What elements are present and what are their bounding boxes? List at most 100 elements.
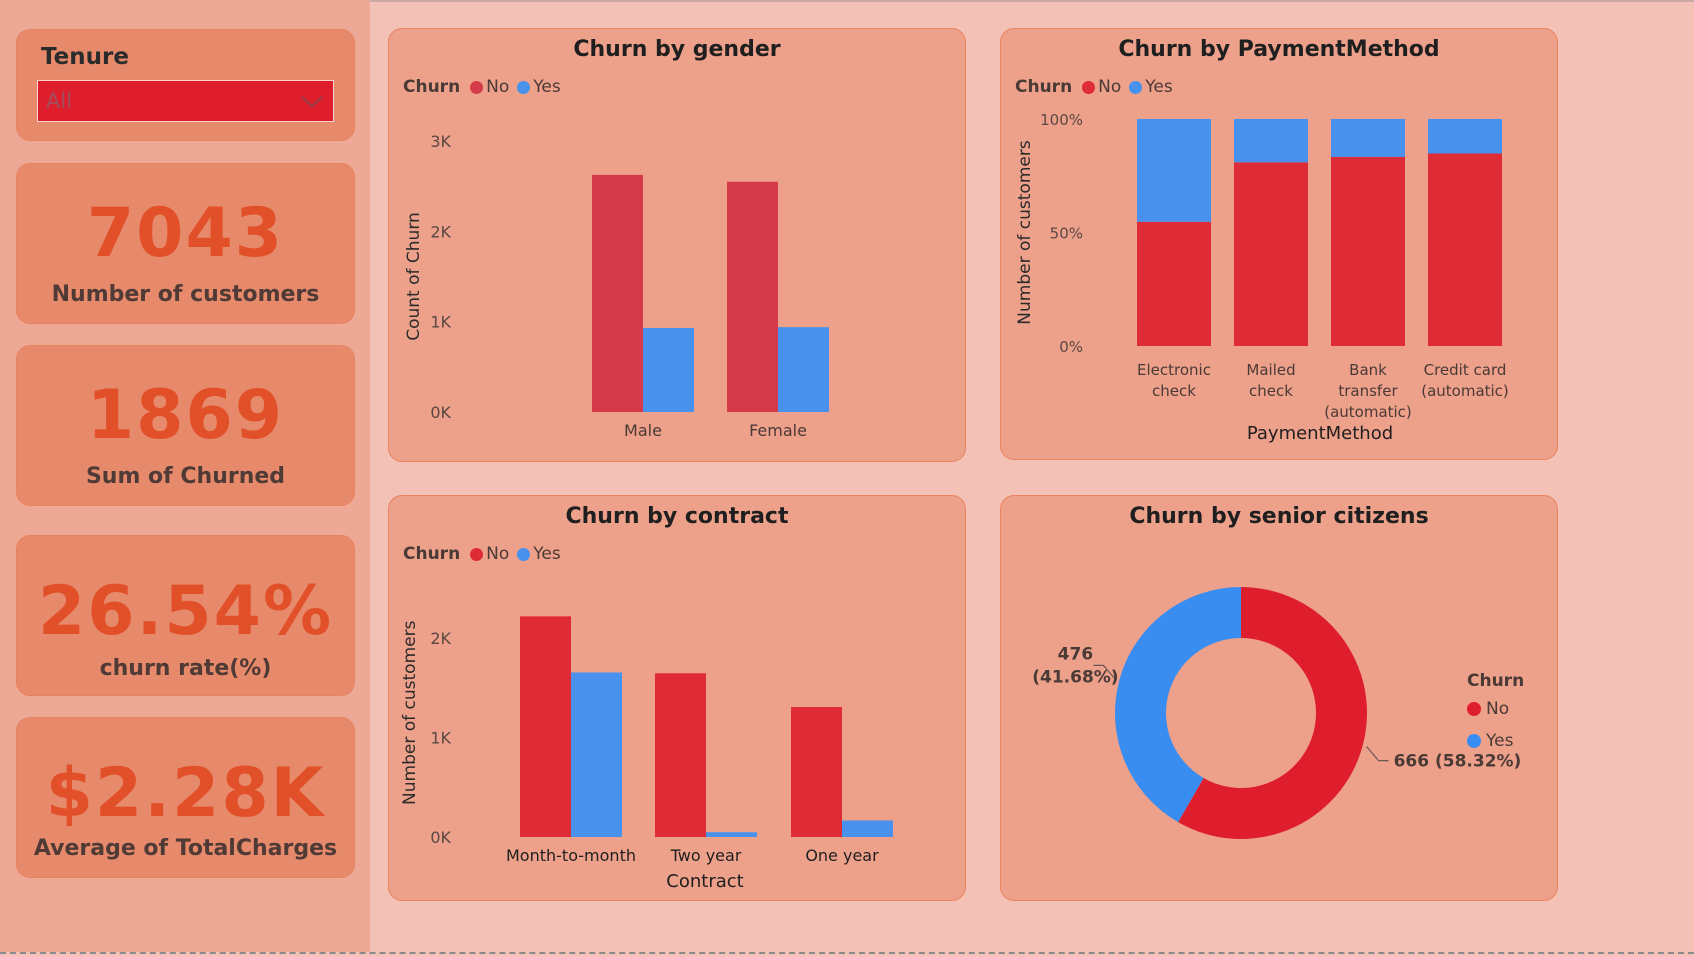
kpi-card-customers: 7043 Number of customers	[16, 163, 355, 324]
chart-panel-senior: Churn by senior citizens 666 (58.32%) 476…	[1000, 495, 1558, 901]
kpi-label: Sum of Churned	[85, 464, 286, 489]
kpi-card-churn-rate: 26.54% churn rate(%)	[16, 535, 355, 696]
tenure-slicer: Tenure All	[16, 29, 355, 141]
legend-item-yes[interactable]: Yes	[1129, 77, 1173, 97]
y-tick-label: 50%	[1050, 225, 1083, 243]
y-tick-label: 2K	[430, 629, 451, 648]
bar-yes-credit-card-automatic-	[1428, 119, 1502, 154]
chart-title: Churn by senior citizens	[1129, 504, 1429, 529]
kpi-card-avg-charges: $2.28K Average of TotalCharges	[16, 717, 355, 878]
legend-dot	[1082, 80, 1096, 94]
legend-label: Yes	[533, 77, 561, 97]
bar-no-credit-card-automatic-	[1428, 153, 1502, 346]
x-tick-label: Two year	[670, 846, 742, 865]
x-tick-label: Electronic	[1137, 361, 1211, 379]
legend-dot	[470, 80, 484, 94]
chart-legend: Churn No Yes	[403, 77, 569, 97]
bar-no-male	[592, 174, 643, 412]
chart-title: Churn by PaymentMethod	[1118, 37, 1440, 62]
y-tick-label: 0K	[430, 828, 451, 847]
x-tick-label: (automatic)	[1324, 403, 1412, 421]
x-tick-label: (automatic)	[1421, 382, 1509, 400]
kpi-label: Average of TotalCharges	[33, 836, 338, 861]
legend-label: No	[1486, 699, 1510, 719]
chart-panel-payment: Churn by PaymentMethod Churn No Yes 0% 50…	[1000, 28, 1558, 460]
chart-title: Churn by gender	[573, 37, 781, 62]
kpi-label: Number of customers	[51, 282, 320, 307]
bar-no-electronic-check	[1137, 221, 1211, 346]
y-tick-label: 1K	[430, 313, 451, 332]
chart-contract-plot: 0K 1K 2K Number of customers Month-to-month T…	[400, 616, 893, 892]
x-tick-label: check	[1152, 382, 1196, 400]
legend-label: No	[1098, 77, 1122, 97]
legend-dot	[1467, 702, 1481, 716]
y-tick-label: 1K	[430, 729, 451, 748]
y-axis-label: Number of customers	[400, 620, 420, 805]
page-bottom-rule	[0, 952, 1694, 954]
bar-yes-month-to-month	[571, 672, 622, 837]
bar-yes-electronic-check	[1137, 119, 1211, 222]
bar-yes-male	[643, 327, 694, 412]
y-axis-label: Count of Churn	[404, 212, 424, 341]
legend-dot	[517, 80, 531, 94]
x-tick-label: Male	[624, 421, 662, 440]
kpi-card-churned: 1869 Sum of Churned	[16, 345, 355, 506]
x-tick-label: check	[1249, 382, 1293, 400]
chart-legend: Churn No Yes	[1015, 77, 1181, 97]
chart-payment-plot: 0% 50% 100% Number of customers Electronic ch…	[1015, 111, 1509, 444]
legend-label: Yes	[1145, 77, 1173, 97]
chart-gender-plot: 0K 1K 2K 3K Count of Churn Male Female	[404, 132, 829, 440]
chart-panel-contract: Churn by contract Churn No Yes 0K 1K 2K Num…	[388, 495, 966, 901]
data-label: 476	[1058, 644, 1094, 664]
kpi-label: churn rate(%)	[99, 656, 272, 681]
kpi-value: 7043	[86, 194, 285, 273]
chart-legend: Churn No Yes	[403, 544, 569, 564]
kpi-value: 1869	[86, 376, 285, 455]
y-axis-label: Number of customers	[1015, 140, 1035, 325]
legend-title: Churn	[1467, 671, 1525, 691]
legend-item-yes[interactable]: Yes	[517, 77, 561, 97]
top-rule	[0, 0, 1694, 2]
legend-dot	[1129, 80, 1143, 94]
bar-no-female	[727, 181, 778, 412]
bar-no-two-year	[655, 673, 706, 837]
bar-yes-bank-transfer-automatic-	[1331, 119, 1405, 157]
donut-slice-yes	[1115, 587, 1241, 823]
legend-dot	[517, 547, 531, 561]
tenure-dropdown[interactable]: All	[37, 80, 334, 122]
chart-panel-gender: Churn by gender Churn No Yes 0K 1K 2K 3K Cou…	[388, 28, 966, 462]
legend-item-yes[interactable]: Yes	[1467, 731, 1524, 751]
donut-slice-no	[1178, 587, 1367, 839]
leader-line	[1366, 746, 1389, 762]
y-tick-label: 0K	[430, 403, 451, 422]
legend-item-no[interactable]: No	[470, 544, 509, 564]
legend-label: Yes	[533, 544, 561, 564]
legend-dot	[470, 547, 484, 561]
y-tick-label: 2K	[430, 222, 451, 241]
legend-title: Churn	[1015, 77, 1073, 97]
legend-item-no[interactable]: No	[1082, 77, 1121, 97]
x-tick-label: Month-to-month	[506, 846, 636, 865]
bar-no-one-year	[791, 707, 842, 837]
legend-label: No	[486, 77, 510, 97]
legend-item-no[interactable]: No	[470, 77, 509, 97]
y-tick-label: 100%	[1040, 111, 1083, 129]
x-tick-label: transfer	[1338, 382, 1398, 400]
legend-dot	[1467, 734, 1481, 748]
legend-item-no[interactable]: No	[1467, 699, 1524, 719]
x-axis-label: PaymentMethod	[1247, 423, 1393, 444]
legend-item-yes[interactable]: Yes	[517, 544, 561, 564]
data-label: (41.68%)	[1032, 667, 1118, 687]
legend-label: No	[486, 544, 510, 564]
y-tick-label: 3K	[430, 132, 451, 151]
chart-title: Churn by contract	[565, 504, 789, 529]
y-tick-label: 0%	[1059, 338, 1083, 356]
x-tick-label: One year	[805, 846, 879, 865]
x-tick-label: Bank	[1349, 361, 1387, 379]
bar-yes-female	[778, 327, 829, 412]
chart-senior-plot: 666 (58.32%) 476 (41.68%)	[1032, 587, 1522, 839]
legend-label: Yes	[1486, 731, 1514, 751]
kpi-value: $2.28K	[45, 754, 326, 833]
data-label: 666 (58.32%)	[1394, 752, 1522, 772]
bar-yes-two-year	[706, 832, 757, 837]
